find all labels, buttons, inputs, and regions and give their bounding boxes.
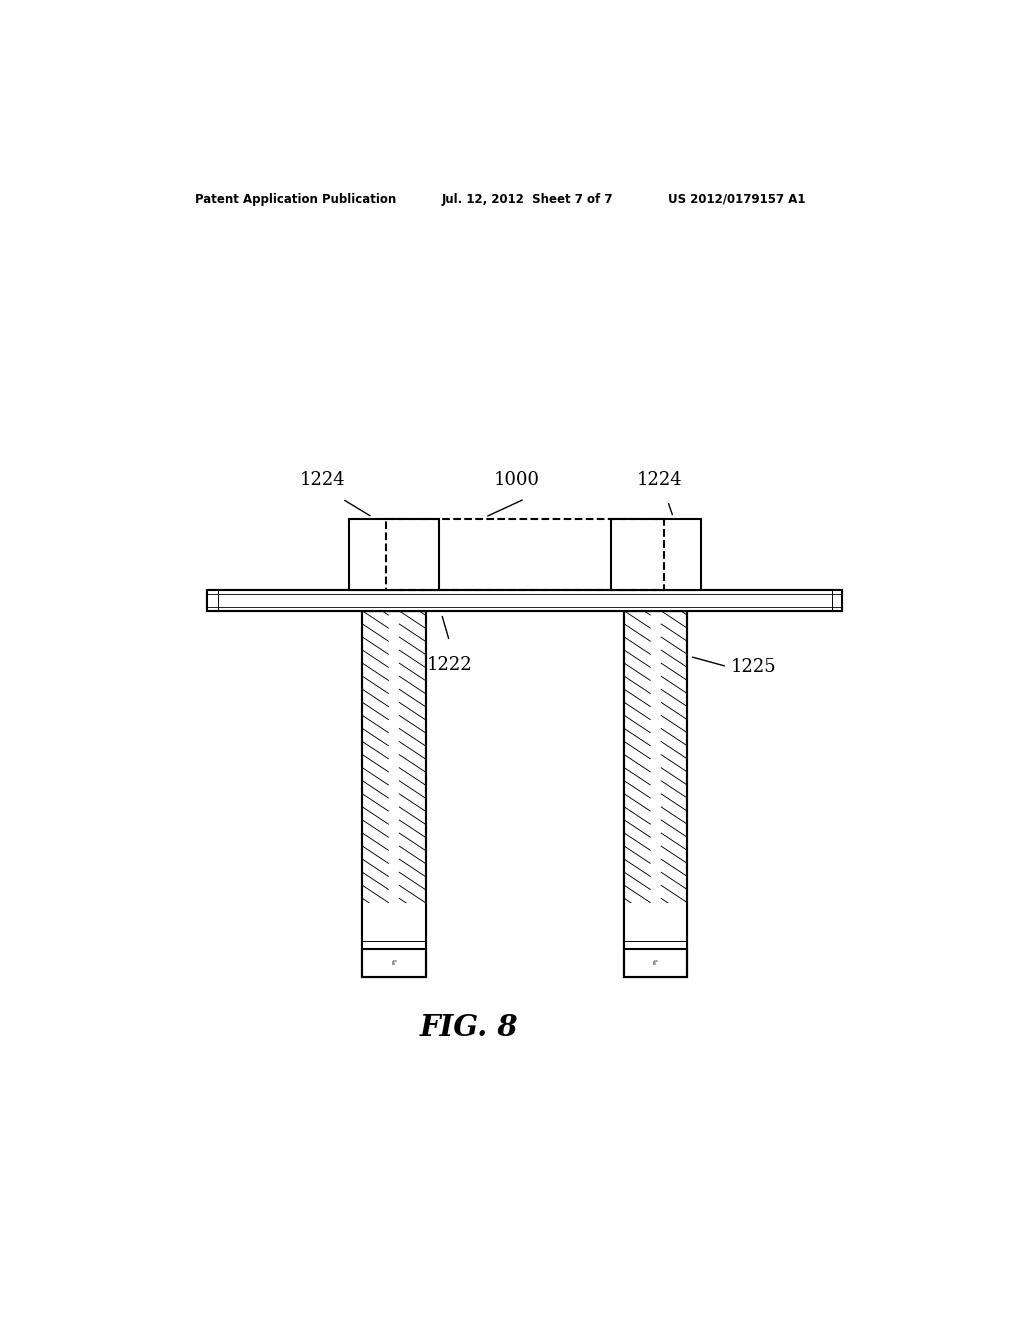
Text: 1224: 1224 xyxy=(637,471,683,488)
Text: 1222: 1222 xyxy=(427,656,472,675)
Text: ıl': ıl' xyxy=(653,960,658,966)
Text: Patent Application Publication: Patent Application Publication xyxy=(196,193,396,206)
Text: FIG. 8: FIG. 8 xyxy=(420,1012,518,1041)
Text: 1224: 1224 xyxy=(300,471,345,488)
Text: Jul. 12, 2012  Sheet 7 of 7: Jul. 12, 2012 Sheet 7 of 7 xyxy=(441,193,613,206)
FancyBboxPatch shape xyxy=(207,590,842,611)
Bar xyxy=(624,949,687,977)
Text: 1225: 1225 xyxy=(731,657,777,676)
Bar xyxy=(362,903,426,977)
FancyBboxPatch shape xyxy=(207,590,842,611)
Bar xyxy=(624,903,687,977)
FancyBboxPatch shape xyxy=(362,611,426,977)
FancyBboxPatch shape xyxy=(348,519,439,590)
Text: 1000: 1000 xyxy=(494,471,540,488)
Text: US 2012/0179157 A1: US 2012/0179157 A1 xyxy=(668,193,805,206)
Text: ıl': ıl' xyxy=(391,960,396,966)
FancyBboxPatch shape xyxy=(624,611,687,977)
Bar xyxy=(386,519,664,590)
FancyBboxPatch shape xyxy=(610,519,701,590)
Bar xyxy=(362,949,426,977)
